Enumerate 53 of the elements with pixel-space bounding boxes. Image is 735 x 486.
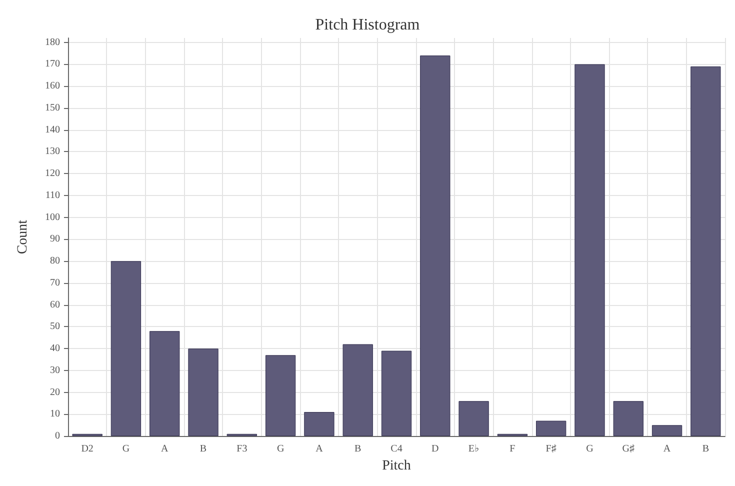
bar bbox=[381, 350, 412, 436]
x-tick-label: A bbox=[663, 444, 672, 455]
y-tick-label: 130 bbox=[45, 146, 60, 158]
y-axis-title: Count bbox=[16, 220, 30, 254]
x-tick-label: A bbox=[161, 444, 169, 455]
bar bbox=[458, 401, 489, 436]
bar bbox=[574, 64, 605, 436]
x-tick-label: G bbox=[586, 444, 594, 455]
x-tick-label: G bbox=[276, 444, 284, 455]
x-tick-label: F3 bbox=[236, 444, 248, 455]
x-tick-label: E♭ bbox=[468, 444, 480, 455]
y-tick-label: 40 bbox=[50, 343, 60, 354]
x-tick-label: B bbox=[200, 444, 207, 455]
bar bbox=[110, 261, 142, 436]
bar bbox=[304, 412, 334, 436]
y-tick-label: 120 bbox=[45, 168, 60, 180]
y-tick-label: 10 bbox=[50, 408, 60, 420]
y-tick-label: 180 bbox=[45, 36, 60, 48]
y-tick-label: 30 bbox=[50, 364, 60, 376]
x-tick-label: G♯ bbox=[622, 444, 634, 455]
y-tick-label: 170 bbox=[45, 58, 60, 70]
x-axis-title: Pitch bbox=[382, 458, 411, 474]
bar bbox=[690, 66, 721, 436]
y-tick-label: 160 bbox=[45, 80, 60, 92]
y-tick-label: 20 bbox=[50, 386, 60, 398]
y-tick-label: 70 bbox=[50, 277, 60, 288]
bar bbox=[652, 425, 682, 436]
bar bbox=[265, 355, 296, 436]
y-tick-label: 110 bbox=[45, 190, 60, 201]
bar bbox=[420, 56, 450, 436]
bar bbox=[150, 331, 180, 436]
x-tick-label: F bbox=[510, 444, 516, 455]
x-tick-label: D2 bbox=[81, 444, 94, 455]
bar bbox=[613, 401, 644, 436]
y-tick-label: 80 bbox=[50, 256, 60, 267]
y-tick-label: 140 bbox=[45, 124, 60, 136]
x-tick-label: D bbox=[432, 444, 439, 455]
x-tick-label: B bbox=[354, 444, 362, 455]
x-tick-label: G bbox=[122, 444, 130, 455]
bar bbox=[342, 344, 373, 436]
bar bbox=[188, 348, 218, 436]
x-tick-label: F♯ bbox=[546, 444, 556, 455]
y-tick-label: 150 bbox=[45, 102, 60, 114]
x-tick-label: B bbox=[702, 444, 710, 455]
chart-title: Pitch Histogram bbox=[315, 16, 420, 34]
y-tick-label: 100 bbox=[45, 212, 60, 223]
x-tick-label: A bbox=[316, 444, 324, 455]
y-tick-label: 60 bbox=[50, 299, 60, 310]
y-tick-label: 0 bbox=[55, 430, 60, 442]
bar bbox=[536, 420, 566, 436]
y-tick-label: 90 bbox=[50, 234, 60, 245]
x-tick-label: C4 bbox=[390, 444, 402, 455]
y-tick-label: 50 bbox=[50, 321, 60, 332]
